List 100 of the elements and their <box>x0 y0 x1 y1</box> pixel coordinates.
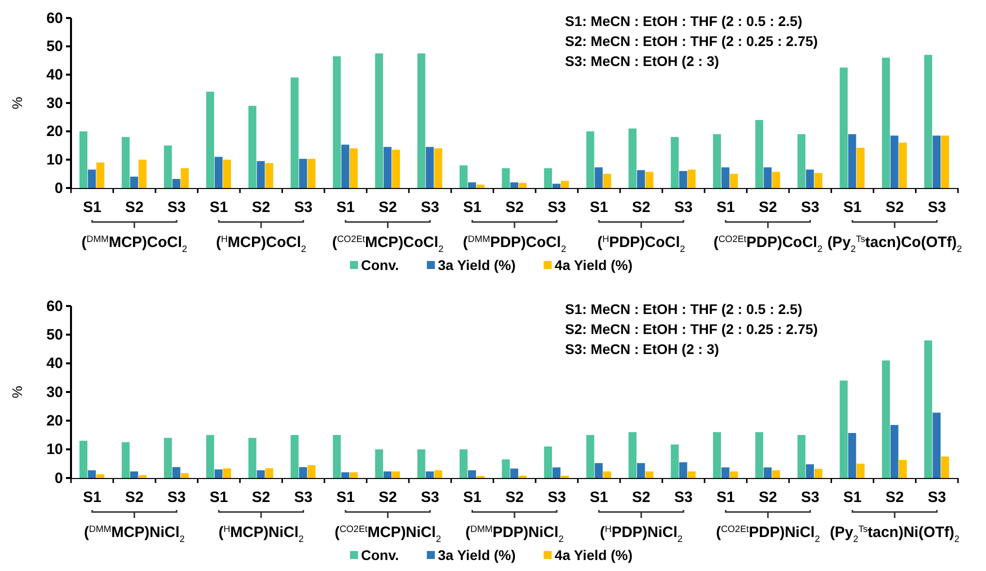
bar <box>392 471 400 478</box>
x-tick-label: S2 <box>758 199 778 216</box>
x-tick-label: S3 <box>420 489 440 506</box>
bar <box>96 474 104 478</box>
bar <box>468 470 476 478</box>
bar <box>375 53 384 188</box>
bar <box>721 467 730 478</box>
bar <box>898 460 907 478</box>
bar <box>755 120 764 188</box>
bar <box>214 156 223 188</box>
bar <box>806 170 814 188</box>
bar <box>603 174 612 188</box>
annotation: S2: MeCN : EtOH : THF (2 : 0.25 : 2.75) <box>565 33 818 49</box>
x-tick-label: S1 <box>463 199 482 216</box>
bar <box>384 471 392 478</box>
bar <box>502 459 510 478</box>
bar <box>172 178 180 188</box>
bar <box>670 137 679 188</box>
bar <box>713 432 721 478</box>
text: (Py$_{2}$$^{Ts}$tacn)Co(OTf)$_{2}$ <box>827 234 962 254</box>
bar <box>941 456 950 478</box>
x-tick-label: S3 <box>674 489 693 506</box>
bar <box>476 184 484 188</box>
bar <box>764 167 772 188</box>
text: ($^{H}$MCP)CoCl$_{2}$ <box>216 234 306 254</box>
bar <box>214 469 223 478</box>
x-tick-label: S2 <box>885 199 904 216</box>
bar <box>434 470 442 478</box>
bar <box>265 468 274 478</box>
x-tick-label: S2 <box>125 199 144 216</box>
bar <box>130 176 138 188</box>
bar <box>594 167 603 188</box>
bar <box>350 472 358 478</box>
bar <box>628 432 636 478</box>
y-tick-label: 20 <box>46 412 63 430</box>
bar <box>586 131 594 188</box>
legend-label: 3a Yield (%) <box>438 257 516 273</box>
bar <box>502 168 510 188</box>
y-tick-label: 50 <box>46 38 63 56</box>
x-tick-label: S1 <box>463 489 482 506</box>
x-tick-label: S3 <box>420 199 440 216</box>
x-tick-label: S2 <box>125 489 144 506</box>
bar <box>721 167 730 188</box>
x-tick-label: S2 <box>252 489 270 506</box>
x-tick-label: S1 <box>210 489 228 506</box>
y-tick-label: 40 <box>46 355 63 372</box>
bar <box>772 470 780 478</box>
x-tick-label: S3 <box>928 489 946 506</box>
x-tick-label: S3 <box>800 199 820 216</box>
bar <box>890 136 898 188</box>
bar <box>560 180 569 188</box>
bar <box>341 472 350 478</box>
y-tick-label: 10 <box>46 151 63 168</box>
bar <box>840 380 848 478</box>
bar <box>806 464 814 478</box>
bar <box>730 471 738 478</box>
bar <box>299 467 308 478</box>
x-tick-label: S1 <box>716 489 735 506</box>
bar <box>636 463 645 478</box>
x-tick-label: S2 <box>378 199 397 216</box>
bar <box>88 170 96 188</box>
x-tick-label: S3 <box>167 199 186 216</box>
bar <box>510 468 518 478</box>
bar <box>460 449 468 478</box>
bar <box>96 162 104 188</box>
bar <box>138 475 147 478</box>
x-tick-label: S1 <box>336 489 355 506</box>
x-tick-label: S2 <box>758 489 778 506</box>
bar <box>206 92 214 188</box>
x-tick-label: S2 <box>378 489 397 506</box>
bar <box>932 412 941 478</box>
text: ($^{H}$PDP)NiCl$_{2}$ <box>600 524 683 544</box>
x-tick-label: S3 <box>294 199 312 216</box>
legend-label: 4a Yield (%) <box>554 257 632 273</box>
bar <box>79 440 88 478</box>
bar <box>636 170 645 188</box>
bar <box>552 467 560 478</box>
y-tick-label: 0 <box>54 180 63 197</box>
bar <box>248 106 256 188</box>
legend-label: Conv. <box>361 257 399 273</box>
bar <box>840 68 848 188</box>
bar <box>814 172 822 188</box>
bar <box>79 131 88 188</box>
text: ($^{DMM}$MCP)NiCl$_{2}$ <box>84 524 185 544</box>
bar <box>586 435 594 478</box>
y-tick-label: 0 <box>54 470 63 487</box>
bar <box>256 161 265 188</box>
bar <box>122 442 130 478</box>
y-tick-label: 60 <box>46 298 63 315</box>
bar <box>426 146 434 188</box>
bar <box>130 471 138 478</box>
text: ($^{H}$MCP)NiCl$_{2}$ <box>218 524 304 544</box>
text: ($^{CO2Et}$MCP)NiCl$_{2}$ <box>334 524 441 544</box>
bar <box>122 137 130 188</box>
bar <box>138 160 147 188</box>
bar <box>848 432 856 478</box>
text: ($^{H}$PDP)CoCl$_{2}$ <box>597 234 686 254</box>
x-tick-label: S2 <box>505 489 524 506</box>
bar <box>856 148 865 188</box>
legend-label: 3a Yield (%) <box>438 547 516 563</box>
